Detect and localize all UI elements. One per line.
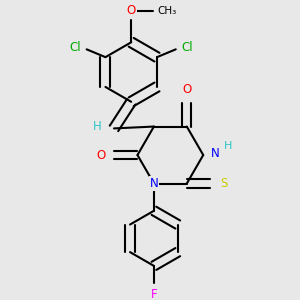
Text: N: N	[149, 177, 158, 190]
Text: F: F	[151, 288, 157, 300]
Text: Cl: Cl	[182, 41, 193, 54]
Text: H: H	[224, 141, 232, 151]
Text: S: S	[220, 177, 227, 190]
Text: N: N	[211, 147, 220, 160]
Text: O: O	[127, 4, 136, 17]
Text: Cl: Cl	[70, 41, 82, 54]
Text: O: O	[182, 83, 191, 96]
Text: H: H	[92, 120, 101, 133]
Text: O: O	[96, 148, 106, 161]
Text: CH₃: CH₃	[158, 6, 177, 16]
